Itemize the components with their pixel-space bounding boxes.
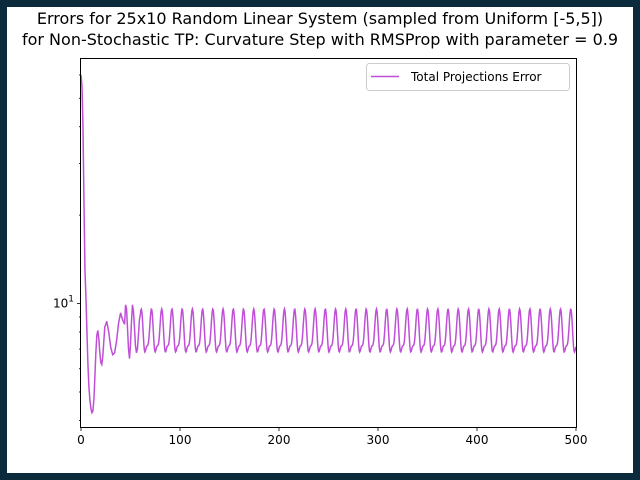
legend-label: Total Projections Error bbox=[410, 70, 542, 84]
chart-svg: Errors for 25x10 Random Linear System (s… bbox=[22, 9, 618, 447]
x-tick-label: 500 bbox=[565, 433, 588, 447]
x-tick-label: 0 bbox=[77, 433, 85, 447]
x-tick-label: 200 bbox=[268, 433, 291, 447]
x-tick-label: 400 bbox=[466, 433, 489, 447]
x-axis-ticks: 0 100 200 300 400 500 bbox=[77, 427, 587, 447]
y-tick-label: 101 bbox=[53, 295, 74, 311]
chart-figure: Errors for 25x10 Random Linear System (s… bbox=[7, 7, 633, 473]
x-tick-label: 100 bbox=[169, 433, 192, 447]
chart-title-line-2: for Non-Stochastic TP: Curvature Step wi… bbox=[22, 30, 618, 49]
x-tick-label: 300 bbox=[367, 433, 390, 447]
plot-frame bbox=[80, 58, 577, 428]
legend-box bbox=[366, 63, 570, 91]
series-line-total-projections-error bbox=[80, 74, 577, 415]
chart-title-line-1: Errors for 25x10 Random Linear System (s… bbox=[37, 9, 603, 28]
y-major-ticks: 101 bbox=[53, 295, 81, 311]
legend: Total Projections Error bbox=[366, 63, 570, 91]
